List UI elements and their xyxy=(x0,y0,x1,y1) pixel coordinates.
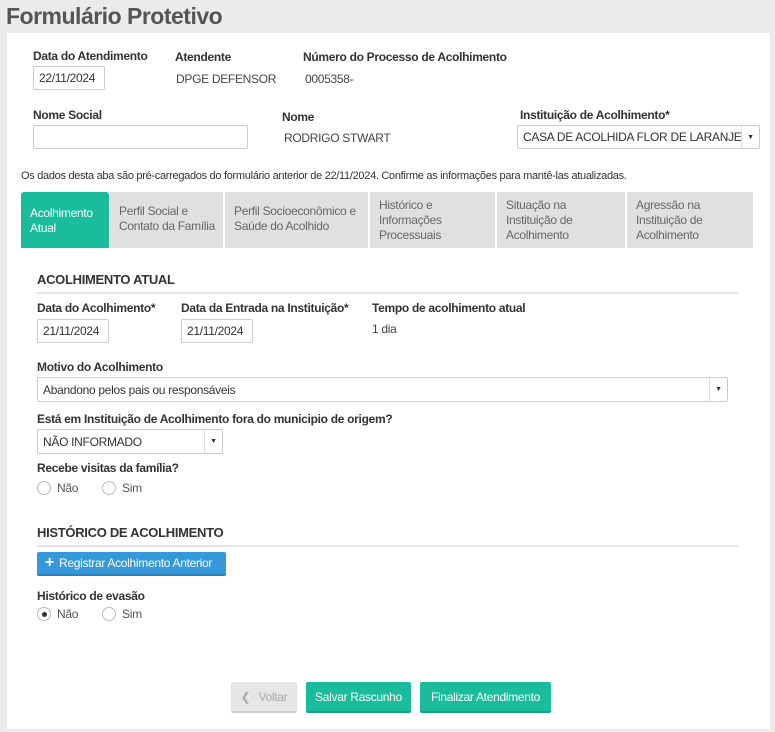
motivo-select[interactable]: Abandono pelos pais ou responsáveis ▼ xyxy=(37,377,728,402)
radio-checked-icon xyxy=(37,607,51,621)
tab-acolhimento-atual[interactable]: Acolhimento Atual xyxy=(21,192,109,248)
page-title: Formulário Protetivo xyxy=(6,3,223,29)
evasao-label: Histórico de evasão xyxy=(37,589,145,603)
section-historico: HISTÓRICO DE ACOLHIMENTO xyxy=(37,525,738,547)
caret-down-icon: ▼ xyxy=(741,126,759,148)
data-atendimento-label: Data do Atendimento xyxy=(33,49,148,63)
caret-down-icon: ▼ xyxy=(204,430,222,453)
fora-value: NÃO INFORMADO xyxy=(43,434,142,449)
tempo-value: 1 dia xyxy=(372,322,397,336)
tab-situacao[interactable]: Situação na Instituição de Acolhimento xyxy=(497,192,625,248)
fora-select[interactable]: NÃO INFORMADO ▼ xyxy=(37,429,223,454)
radio-icon xyxy=(102,607,116,621)
instituicao-value: CASA DE ACOLHIDA FLOR DE LARANJEIRA xyxy=(523,130,741,144)
processo-value: 0005358- xyxy=(305,72,354,86)
processo-label: Número do Processo de Acolhimento xyxy=(303,50,507,64)
evasao-radio-sim[interactable]: Sim xyxy=(102,607,142,621)
instituicao-label: Instituição de Acolhimento* xyxy=(520,108,670,122)
radio-icon xyxy=(37,481,51,495)
notice-text: Os dados desta aba são pré-carregados do… xyxy=(21,170,627,182)
finalizar-atendimento-button[interactable]: Finalizar Atendimento xyxy=(420,682,551,713)
instituicao-select[interactable]: CASA DE ACOLHIDA FLOR DE LARANJEIRA ▼ xyxy=(517,125,760,149)
evasao-radio-nao[interactable]: Não xyxy=(37,607,78,621)
atendente-label: Atendente xyxy=(175,50,231,64)
atendente-value: DPGE DEFENSOR xyxy=(176,72,277,86)
data-entrada-input[interactable]: 21/11/2024 xyxy=(181,319,253,343)
data-acolhimento-label: Data do Acolhimento* xyxy=(37,301,156,315)
tempo-label: Tempo de acolhimento atual xyxy=(372,301,526,315)
data-atendimento-input[interactable]: 22/11/2024 xyxy=(33,66,105,90)
visitas-radio-nao[interactable]: Não xyxy=(37,481,78,495)
tab-perfil-socioeconomico[interactable]: Perfil Socioeconômico e Saúde do Acolhid… xyxy=(225,192,368,248)
plus-icon: + xyxy=(45,554,55,571)
data-entrada-label: Data da Entrada na Instituição* xyxy=(181,301,349,315)
tab-historico[interactable]: Histórico e Informações Processuais xyxy=(370,192,495,248)
radio-icon xyxy=(102,481,116,495)
nome-value: RODRIGO STWART xyxy=(284,131,391,145)
motivo-label: Motivo do Acolhimento xyxy=(37,360,163,374)
voltar-button[interactable]: ❮ Voltar xyxy=(231,682,297,713)
visitas-label: Recebe visitas da família? xyxy=(37,461,179,475)
fora-label: Está em Instituição de Acolhimento fora … xyxy=(37,412,393,426)
salvar-rascunho-button[interactable]: Salvar Rascunho xyxy=(306,682,411,713)
registrar-acolhimento-button[interactable]: + Registrar Acolhimento Anterior xyxy=(37,552,226,576)
tab-perfil-social[interactable]: Perfil Social e Contato da Família xyxy=(110,192,223,248)
nome-label: Nome xyxy=(282,110,315,124)
visitas-radio-sim[interactable]: Sim xyxy=(102,481,142,495)
motivo-value: Abandono pelos pais ou responsáveis xyxy=(43,382,236,397)
section-acolhimento-atual: ACOLHIMENTO ATUAL xyxy=(37,272,738,294)
chevron-left-icon: ❮ xyxy=(240,689,251,704)
tab-agressao[interactable]: Agressão na Instituição de Acolhimento xyxy=(627,192,753,248)
nome-social-input[interactable] xyxy=(33,125,248,149)
caret-down-icon: ▼ xyxy=(709,378,727,401)
nome-social-label: Nome Social xyxy=(33,108,102,122)
data-acolhimento-input[interactable]: 21/11/2024 xyxy=(37,319,109,343)
